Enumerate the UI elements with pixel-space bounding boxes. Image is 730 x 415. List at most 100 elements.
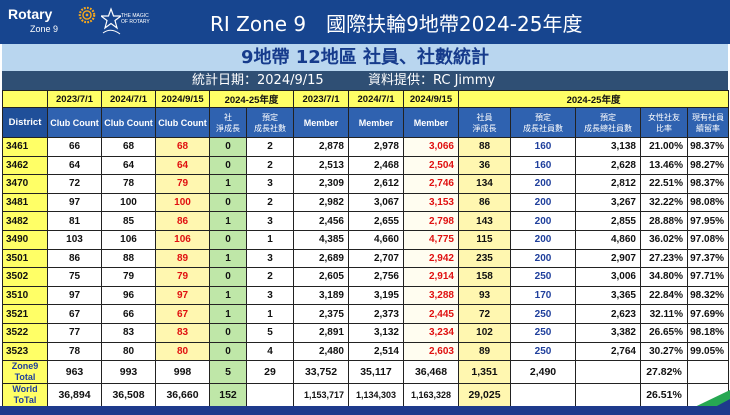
member-2023-cell: 4,385 bbox=[293, 229, 349, 250]
planned-members-cell: 200 bbox=[510, 229, 576, 250]
club-net-growth-cell: 0 bbox=[209, 322, 247, 343]
planned-total-cell: 2,623 bbox=[575, 304, 641, 324]
club-count-2024-cell: 96 bbox=[101, 285, 156, 306]
club-count-2024-cell: 106 bbox=[101, 229, 156, 250]
world-member-2024: 1,134,303 bbox=[348, 383, 404, 408]
club-count-2023-cell: 78 bbox=[47, 341, 102, 362]
header-date: 2024/7/1 bbox=[101, 90, 156, 108]
club-count-2023-cell: 66 bbox=[47, 137, 102, 157]
header-district: District bbox=[2, 107, 48, 138]
header-date: 2024/9/15 bbox=[155, 90, 210, 108]
member-2023-cell: 2,309 bbox=[293, 174, 349, 194]
statistics-table: 2023/7/1 2024/7/1 2024/9/15 2024-25年度 20… bbox=[2, 90, 730, 408]
header-member-net-growth: 社員 淨成長 bbox=[458, 107, 511, 138]
female-ratio-cell: 32.11% bbox=[640, 304, 688, 324]
club-count-2024-cell: 68 bbox=[101, 137, 156, 157]
retention-cell: 98.27% bbox=[686, 155, 730, 176]
member-2023-cell: 2,513 bbox=[293, 155, 349, 176]
member-current-cell: 2,942 bbox=[403, 248, 459, 269]
member-net-growth-cell: 36 bbox=[458, 155, 511, 176]
member-current-cell: 3,153 bbox=[403, 192, 459, 213]
member-2023-cell: 2,456 bbox=[293, 211, 349, 231]
header-planned-clubs: 預定 成長社數 bbox=[246, 107, 294, 138]
zone-club-count-current: 998 bbox=[155, 360, 210, 385]
club-count-2024-cell: 64 bbox=[101, 155, 156, 176]
planned-total-cell: 2,812 bbox=[575, 174, 641, 194]
club-net-growth-cell: 1 bbox=[209, 211, 247, 231]
retention-cell: 97.37% bbox=[686, 248, 730, 269]
district-cell: 3502 bbox=[2, 267, 48, 287]
member-net-growth-cell: 93 bbox=[458, 285, 511, 306]
world-club-count-2023: 36,894 bbox=[47, 383, 102, 408]
planned-members-cell: 250 bbox=[510, 341, 576, 362]
club-count-current-cell: 106 bbox=[155, 229, 210, 250]
planned-clubs-cell: 5 bbox=[246, 322, 294, 343]
club-count-current-cell: 64 bbox=[155, 155, 210, 176]
member-2023-cell: 2,982 bbox=[293, 192, 349, 213]
club-count-2024-cell: 83 bbox=[101, 322, 156, 343]
member-2023-cell: 2,891 bbox=[293, 322, 349, 343]
world-club-net-growth: 152 bbox=[209, 383, 247, 408]
planned-members-cell: 250 bbox=[510, 267, 576, 287]
page-subtitle: 9地帶 12地區 社員、社數統計 bbox=[2, 44, 728, 71]
member-2024-cell: 2,468 bbox=[348, 155, 404, 176]
zone-planned-members: 2,490 bbox=[510, 360, 576, 385]
table-row: 3523 78 80 80 0 4 2,480 2,514 2,603 89 250 2,764 30.… bbox=[2, 341, 730, 362]
planned-total-cell: 2,907 bbox=[575, 248, 641, 269]
member-2024-cell: 2,978 bbox=[348, 137, 404, 157]
zone-female-ratio: 27.82% bbox=[640, 360, 688, 385]
club-count-2023-cell: 103 bbox=[47, 229, 102, 250]
planned-total-cell: 3,382 bbox=[575, 322, 641, 343]
header-dates-row: 2023/7/1 2024/7/1 2024/9/15 2024-25年度 20… bbox=[2, 90, 730, 108]
club-count-current-cell: 89 bbox=[155, 248, 210, 269]
club-count-2023-cell: 67 bbox=[47, 304, 102, 324]
table-row: 3521 67 66 67 1 1 2,375 2,373 2,445 72 250 2,623 32.… bbox=[2, 304, 730, 324]
district-cell: 3521 bbox=[2, 304, 48, 324]
club-count-current-cell: 97 bbox=[155, 285, 210, 306]
rotary-logo-zone: Zone 9 bbox=[30, 24, 59, 34]
member-2023-cell: 2,480 bbox=[293, 341, 349, 362]
table-row: 3510 97 96 97 1 3 3,189 3,195 3,288 93 170 3,365 22.… bbox=[2, 285, 730, 306]
club-count-current-cell: 83 bbox=[155, 322, 210, 343]
female-ratio-cell: 21.00% bbox=[640, 137, 688, 157]
club-count-current-cell: 79 bbox=[155, 174, 210, 194]
member-current-cell: 3,234 bbox=[403, 322, 459, 343]
banner: Rotary Zone 9 THE MAGIC OF ROTARY RI Zon… bbox=[0, 0, 730, 44]
female-ratio-cell: 32.22% bbox=[640, 192, 688, 213]
planned-clubs-cell: 1 bbox=[246, 304, 294, 324]
member-current-cell: 3,288 bbox=[403, 285, 459, 306]
header-planned-total: 預定 成長總社員數 bbox=[575, 107, 641, 138]
planned-members-cell: 200 bbox=[510, 248, 576, 269]
statistics-date: 統計日期：2024/9/15 bbox=[192, 73, 324, 88]
zone-club-count-2023: 963 bbox=[47, 360, 102, 385]
header-retention: 現有社員 續留率 bbox=[686, 107, 730, 138]
district-cell: 3482 bbox=[2, 211, 48, 231]
header-date: 2023/7/1 bbox=[47, 90, 102, 108]
member-2024-cell: 4,660 bbox=[348, 229, 404, 250]
member-2024-cell: 2,655 bbox=[348, 211, 404, 231]
district-cell: 3481 bbox=[2, 192, 48, 213]
club-count-2024-cell: 78 bbox=[101, 174, 156, 194]
header-member: Member bbox=[403, 107, 459, 138]
header-columns-row: District Club Count Club Count Club Coun… bbox=[2, 107, 730, 138]
member-net-growth-cell: 235 bbox=[458, 248, 511, 269]
zone-member-2023: 33,752 bbox=[293, 360, 349, 385]
club-count-2023-cell: 77 bbox=[47, 322, 102, 343]
zone-retention bbox=[686, 360, 730, 385]
table-row: 3490 103 106 106 0 1 4,385 4,660 4,775 115 200 4,86… bbox=[2, 229, 730, 250]
planned-clubs-cell: 2 bbox=[246, 155, 294, 176]
club-count-current-cell: 80 bbox=[155, 341, 210, 362]
retention-cell: 98.37% bbox=[686, 174, 730, 194]
club-count-current-cell: 79 bbox=[155, 267, 210, 287]
zone-planned-total bbox=[575, 360, 641, 385]
club-count-2023-cell: 64 bbox=[47, 155, 102, 176]
planned-clubs-cell: 4 bbox=[246, 341, 294, 362]
banner-title: RI Zone 9 國際扶輪9地帶2024-25年度 bbox=[210, 12, 583, 36]
header-date: 2024/7/1 bbox=[348, 90, 404, 108]
table-row: 3482 81 85 86 1 3 2,456 2,655 2,798 143 200 2,855 28… bbox=[2, 211, 730, 231]
planned-members-cell: 200 bbox=[510, 192, 576, 213]
member-2024-cell: 3,195 bbox=[348, 285, 404, 306]
member-2023-cell: 2,605 bbox=[293, 267, 349, 287]
member-current-cell: 2,914 bbox=[403, 267, 459, 287]
retention-cell: 97.08% bbox=[686, 229, 730, 250]
